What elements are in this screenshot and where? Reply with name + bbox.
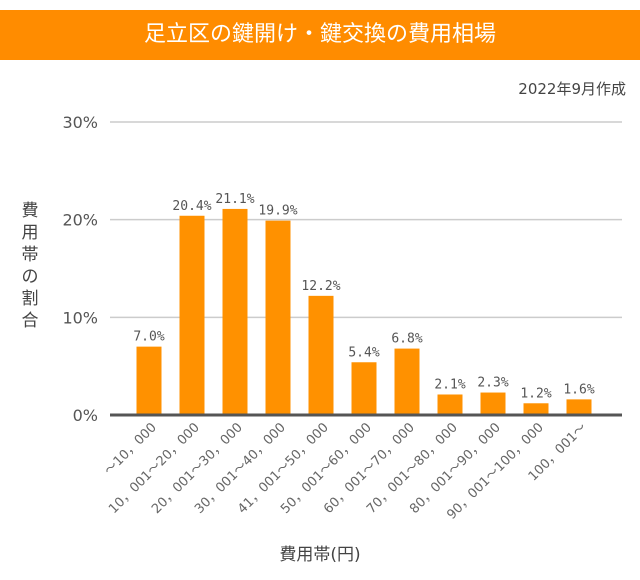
data-label: 5.4%	[348, 345, 379, 360]
data-label: 7.0%	[133, 330, 164, 345]
created-date: 2022年9月作成	[518, 80, 626, 98]
data-label: 21.1%	[215, 192, 254, 207]
bar	[351, 362, 377, 415]
chart-title: 足立区の鍵開け・鍵交換の費用相場	[0, 10, 640, 60]
bar	[222, 208, 248, 415]
data-label: 1.6%	[563, 382, 594, 397]
y-tick-label: 20%	[62, 211, 98, 230]
bar	[179, 215, 205, 415]
data-label: 2.3%	[477, 376, 508, 391]
data-label: 19.9%	[258, 204, 297, 219]
y-axis-label: 費用帯の割合	[21, 201, 39, 331]
bar	[394, 348, 420, 415]
data-label: 2.1%	[434, 377, 465, 392]
bar	[523, 403, 549, 415]
bar	[437, 394, 463, 415]
y-tick-label: 0%	[73, 406, 98, 425]
y-tick-label: 10%	[62, 308, 98, 327]
bar	[480, 392, 506, 415]
data-label: 20.4%	[172, 199, 211, 214]
data-label: 6.8%	[391, 332, 422, 347]
y-tick-label: 30%	[62, 113, 98, 132]
bar	[308, 295, 334, 415]
bar	[136, 346, 162, 415]
x-axis-label: 費用帯(円)	[279, 545, 361, 565]
bar	[265, 220, 291, 415]
data-label: 12.2%	[301, 279, 340, 294]
data-label: 1.2%	[520, 386, 551, 401]
bar	[566, 399, 592, 415]
